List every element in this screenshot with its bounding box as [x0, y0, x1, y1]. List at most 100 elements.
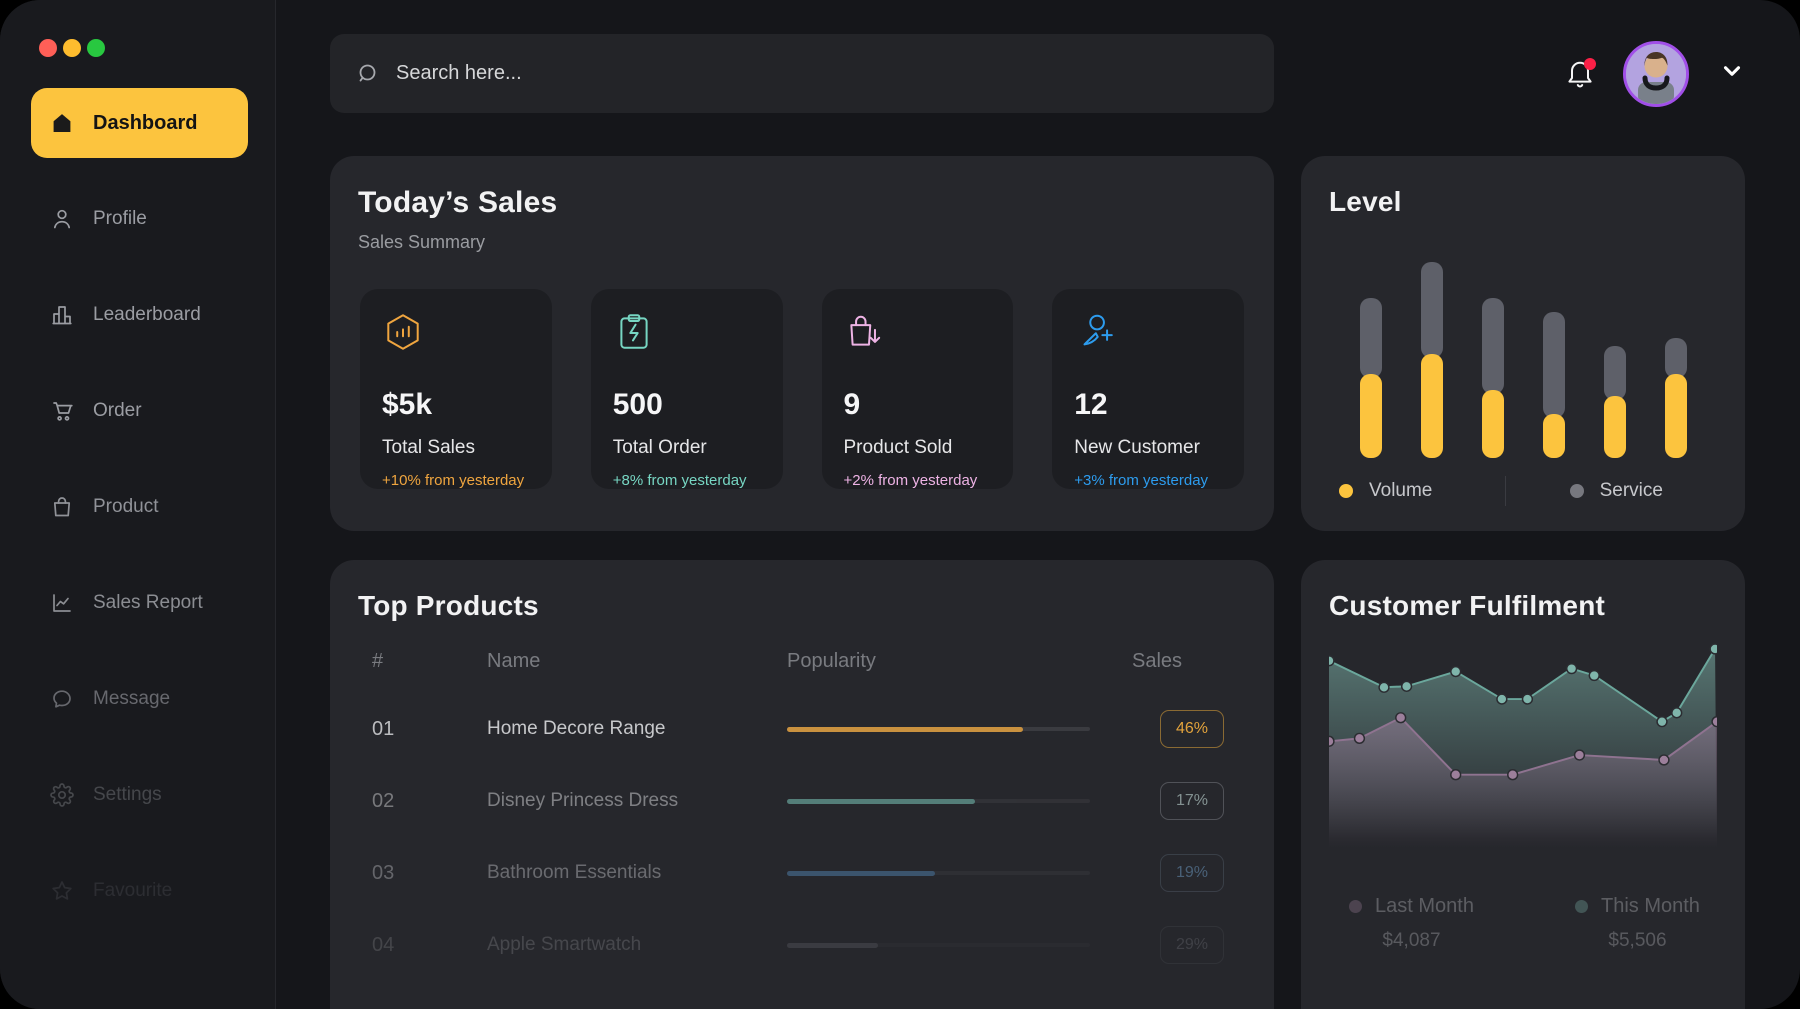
top-products-card: Top Products # Name Popularity Sales 01 …: [330, 560, 1274, 1009]
sidebar-item-favourite[interactable]: Favourite: [31, 843, 248, 939]
bag-arrow-down-icon: [844, 315, 886, 357]
level-bar: [1603, 346, 1626, 458]
last-month-dot: [1349, 900, 1362, 913]
stat-new-customer: 12 New Customer +3% from yesterday: [1052, 289, 1244, 489]
close-window-button[interactable]: [39, 39, 57, 57]
popularity-fill: [787, 726, 1024, 732]
stat-label: Product Sold: [843, 437, 953, 458]
stat-total-order: 500 Total Order +8% from yesterday: [590, 289, 783, 489]
legend-volume: Volume: [1329, 480, 1477, 502]
zoom-window-button[interactable]: [87, 39, 105, 57]
row-name: Bathroom Essentials: [487, 862, 662, 883]
sidebar-item-sales-report[interactable]: Sales Report: [31, 555, 248, 651]
stat-delta: +3% from yesterday: [1074, 472, 1209, 489]
sidebar-item-dashboard[interactable]: Dashboard: [31, 88, 248, 158]
sidebar-item-product[interactable]: Product: [31, 459, 248, 555]
sidebar-item-label: Dashboard: [93, 111, 198, 134]
sidebar-item-label: Order: [93, 400, 142, 421]
stat-total-sales: $5k Total Sales +10% from yesterday: [360, 289, 552, 489]
table-row: 02 Disney Princess Dress 17%: [358, 765, 1246, 837]
sales-badge: 29%: [1160, 926, 1225, 964]
row-num: 02: [372, 789, 395, 812]
avatar[interactable]: [1623, 40, 1689, 107]
notifications-button[interactable]: [1565, 57, 1596, 90]
notification-badge: [1584, 57, 1596, 70]
this-month-dot: [1575, 900, 1588, 913]
table-row: 01 Home Decore Range 46%: [358, 693, 1246, 765]
service-dot: [1569, 484, 1584, 498]
legend-service: Service: [1534, 480, 1717, 502]
col-popularity: Popularity: [787, 650, 876, 672]
table-header: # Name Popularity Sales: [358, 650, 1246, 673]
volume-dot: [1339, 484, 1353, 498]
col-name: Name: [487, 650, 541, 672]
level-bar: [1481, 298, 1504, 458]
message-icon: [50, 687, 74, 711]
popularity-bar: [787, 870, 1090, 876]
chevron-down-icon: [1723, 66, 1741, 76]
sidebar-nav: Dashboard Profile Leaderboard Order: [0, 88, 275, 939]
stat-value: 9: [843, 388, 861, 421]
popularity-bar: [787, 798, 1090, 804]
sidebar-item-profile[interactable]: Profile: [31, 171, 248, 267]
customer-fulfilment-title: Customer Fulfilment: [1329, 590, 1606, 621]
fulfilment-area-chart: [1323, 643, 1723, 871]
row-name: Home Decore Range: [487, 718, 666, 739]
minimize-window-button[interactable]: [63, 39, 81, 57]
legend-value: $5,506: [1608, 930, 1667, 951]
topbar: [330, 34, 1745, 113]
sidebar-item-label: Favourite: [93, 880, 173, 901]
table-body: 01 Home Decore Range 46% 02 Disney Princ…: [358, 693, 1246, 981]
legend-divider: [1504, 476, 1506, 506]
hexagon-chart-icon: [382, 314, 424, 357]
sidebar-item-label: Message: [93, 688, 171, 709]
topbar-actions: [1565, 40, 1745, 107]
sidebar-item-message[interactable]: Message: [31, 651, 248, 747]
stat-value: 500: [612, 388, 663, 421]
window-controls: [0, 0, 275, 57]
sidebar-item-leaderboard[interactable]: Leaderboard: [31, 267, 248, 363]
legend-label: Last Month: [1375, 895, 1474, 917]
customer-fulfilment-card: Customer Fulfilment Last Month $4,087 Th: [1301, 560, 1745, 1009]
stat-label: Total Sales: [382, 437, 475, 458]
search-input[interactable]: [396, 62, 1248, 85]
gear-icon: [50, 783, 74, 807]
search-bar: [330, 34, 1274, 113]
legend-label: Volume: [1369, 480, 1433, 501]
avatar-image: [1626, 43, 1686, 104]
legend-label: Service: [1599, 480, 1663, 501]
sidebar-item-order[interactable]: Order: [31, 363, 248, 459]
dashboard-grid: Today’s Sales Sales Summary $5k Total Sa…: [330, 156, 1745, 1009]
stat-label: New Customer: [1074, 437, 1200, 458]
todays-sales-card: Today’s Sales Sales Summary $5k Total Sa…: [330, 156, 1274, 531]
sales-badge: 46%: [1160, 710, 1225, 748]
level-bar: [1359, 298, 1382, 458]
search-icon: [359, 64, 376, 81]
row-name: Disney Princess Dress: [487, 790, 679, 811]
sidebar-item-label: Product: [93, 496, 159, 517]
table-row: 04 Apple Smartwatch 29%: [358, 909, 1246, 981]
level-bar-chart: [1329, 258, 1717, 458]
table-row: 03 Bathroom Essentials 19%: [358, 837, 1246, 909]
chart-line-icon: [50, 591, 74, 615]
stat-label: Total Order: [612, 437, 707, 458]
row-num: 03: [372, 861, 395, 884]
profile-menu-button[interactable]: [1719, 58, 1745, 89]
user-plus-icon: [1074, 314, 1116, 357]
sidebar: Dashboard Profile Leaderboard Order: [0, 0, 276, 1009]
legend-this-month: This Month $5,506: [1575, 895, 1700, 952]
row-num: 01: [372, 717, 395, 740]
todays-sales-title: Today’s Sales: [358, 186, 558, 219]
user-icon: [50, 207, 74, 231]
sidebar-item-label: Leaderboard: [93, 304, 201, 325]
level-bar: [1664, 338, 1687, 458]
stats-row: $5k Total Sales +10% from yesterday 500 …: [358, 289, 1246, 489]
sidebar-item-label: Settings: [93, 784, 162, 805]
level-bar: [1542, 312, 1565, 458]
stat-value: 12: [1074, 388, 1108, 421]
legend-last-month: Last Month $4,087: [1349, 895, 1474, 952]
legend-value: $4,087: [1382, 930, 1441, 951]
sidebar-item-settings[interactable]: Settings: [31, 747, 248, 843]
clipboard-bolt-icon: [613, 314, 655, 357]
